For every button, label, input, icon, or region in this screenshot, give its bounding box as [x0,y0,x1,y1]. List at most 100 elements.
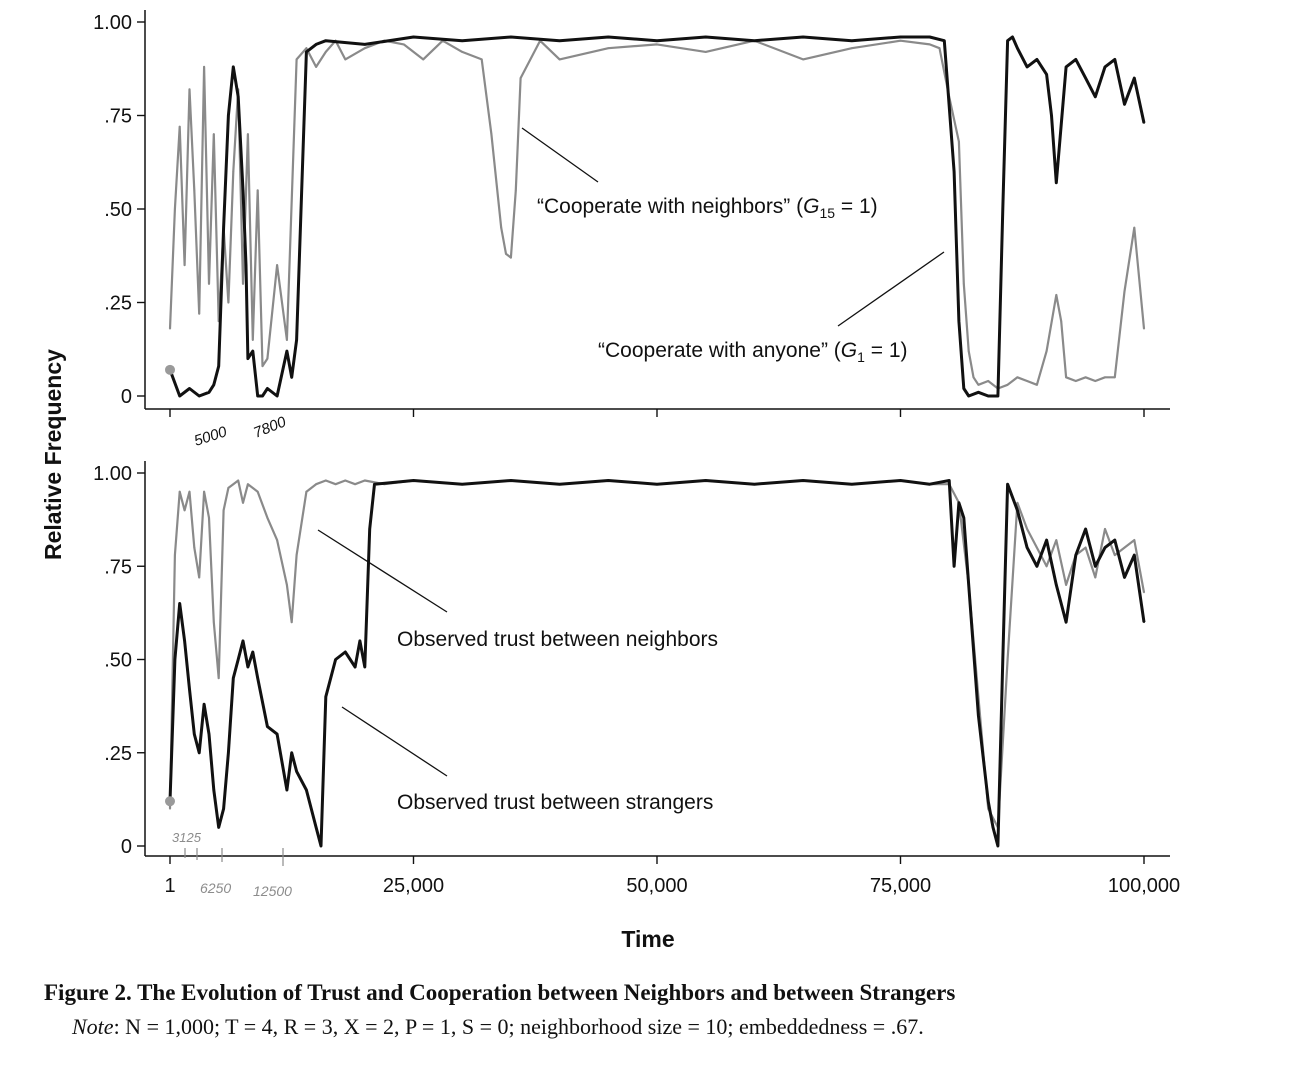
data-point-dark-bottom [363,666,366,668]
data-point-gray-top [188,88,191,91]
data-point-gray-bottom [188,490,191,493]
y-tick-label-top: .25 [104,293,132,315]
caption-note: Note: N = 1,000; T = 4, R = 3, X = 2, P … [44,1014,1284,1040]
data-point-dark-top [276,395,279,397]
data-point-dark-top [850,39,853,42]
data-point-gray-bottom [212,621,215,624]
data-point-dark-bottom [1113,539,1116,542]
data-point-gray-bottom [1006,658,1009,661]
data-point-dark-bottom [222,807,225,810]
data-point-gray-bottom [183,509,186,512]
data-point-dark-top [656,39,658,42]
data-point-gray-top [315,65,317,68]
data-point-dark-bottom [203,703,205,706]
data-point-gray-bottom [315,483,317,486]
data-point-gray-top [261,365,264,367]
data-point-gray-top [514,189,517,192]
data-point-gray-top [247,133,249,136]
data-point-dark-bottom [217,826,220,829]
data-point-gray-top [208,282,210,285]
data-point-dark-bottom [178,602,181,605]
data-point-dark-top [1065,65,1067,68]
data-point-gray-top [461,51,464,53]
data-point-gray-top [1113,376,1116,379]
data-point-dark-top [558,39,561,42]
leader-line-neighbors-strategy [521,127,599,183]
dark-series-line-bottom [168,479,1146,848]
data-point-gray-bottom [227,487,230,489]
data-point-dark-bottom [1001,658,1004,661]
data-point-dark-top [1074,58,1077,61]
data-point-gray-top [509,256,512,259]
data-point-dark-top [251,350,254,353]
data-point-gray-top [962,282,965,285]
data-point-dark-bottom [373,483,376,486]
data-point-gray-top [198,312,201,315]
data-point-dark-top [987,395,990,397]
data-point-gray-bottom [295,554,298,556]
data-point-dark-bottom [802,479,804,482]
data-point-dark-bottom [1045,539,1048,542]
data-point-dark-top [247,357,249,360]
data-point-gray-top [505,252,507,255]
data-point-gray-bottom [1055,539,1058,542]
data-point-gray-top [363,47,366,50]
data-point-dark-top [1123,103,1126,106]
data-point-gray-bottom [1094,576,1097,579]
data-point-gray-bottom [247,483,249,486]
data-point-gray-top [212,133,215,136]
data-point-dark-top [237,95,240,98]
data-point-gray-bottom [1026,528,1029,530]
data-point-gray-top [295,58,298,61]
x-tick-label: 25,000 [383,875,444,897]
data-point-gray-bottom [193,546,196,549]
data-point-dark-bottom [276,733,279,735]
x-tick-label: 100,000 [1108,875,1180,897]
data-point-dark-bottom [368,528,371,530]
data-point-dark-bottom [256,677,259,680]
dark-series-line-top [168,35,1146,398]
data-point-dark-bottom [1074,554,1077,556]
handwritten-7800: 7800 [251,413,289,442]
data-point-gray-bottom [1123,546,1126,549]
data-point-dark-top [962,387,965,390]
data-point-dark-bottom [1026,546,1029,549]
data-point-gray-top [928,43,931,46]
data-point-gray-top [1094,380,1097,382]
leader-line-trust-neighbors [317,529,448,613]
y-tick-label-bottom: 1.00 [93,463,132,485]
caption-note-label: Note [72,1014,114,1039]
data-point-gray-bottom [256,490,259,493]
handwritten-3125: 3125 [172,830,202,845]
data-point-dark-top [295,339,298,341]
data-point-dark-top [1045,73,1048,76]
data-point-dark-top [212,383,215,386]
data-point-dark-bottom [962,516,965,519]
data-point-gray-bottom [1016,501,1019,504]
caption-title: Figure 2. The Evolution of Trust and Coo… [44,980,1284,1006]
data-point-dark-bottom [344,651,347,653]
data-point-dark-top [242,189,244,192]
data-point-dark-bottom [183,639,186,642]
data-point-gray-bottom [354,483,356,486]
data-point-dark-bottom [1133,554,1136,556]
data-point-gray-top [1133,226,1136,229]
data-point-dark-bottom [899,479,902,482]
data-point-gray-bottom [1143,591,1145,594]
y-axis-title: Relative Frequency [40,349,66,560]
data-point-gray-bottom [305,490,308,493]
data-point-gray-bottom [324,479,327,482]
y-tick-label-bottom: .50 [104,650,132,672]
data-point-gray-top [938,47,941,50]
data-point-gray-top [850,47,853,50]
data-point-gray-top [480,58,483,61]
data-point-dark-top [290,376,293,379]
data-point-gray-top [607,47,610,50]
data-point-gray-top [1026,380,1029,382]
data-point-dark-bottom [324,695,327,698]
data-point-gray-bottom [237,479,240,482]
data-point-gray-bottom [290,621,293,624]
data-point-dark-bottom [461,483,464,486]
data-point-dark-bottom [704,479,707,482]
data-point-dark-top [324,39,327,42]
